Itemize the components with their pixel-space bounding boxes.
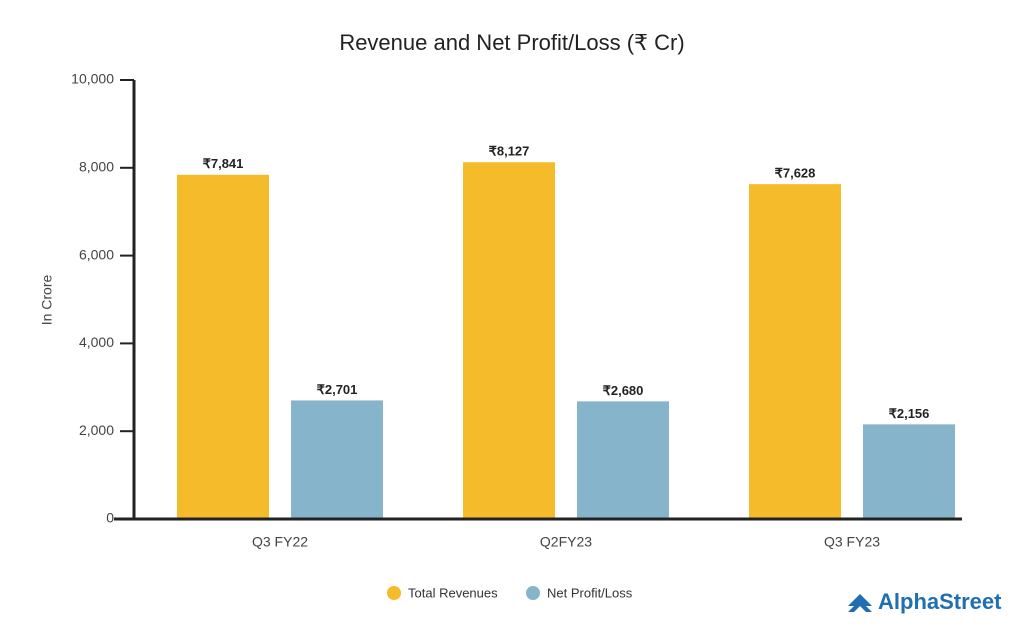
legend-label: Net Profit/Loss xyxy=(547,585,633,600)
bar xyxy=(291,400,383,519)
value-label: ₹2,156 xyxy=(889,406,930,421)
logo-text: AlphaStreet xyxy=(878,589,1002,614)
legend-swatch xyxy=(526,586,540,600)
value-label: ₹7,841 xyxy=(203,156,244,171)
value-label: ₹2,701 xyxy=(317,382,358,397)
legend-swatch xyxy=(387,586,401,600)
bar xyxy=(463,162,555,519)
y-tick-label: 2,000 xyxy=(79,422,114,438)
value-label: ₹8,127 xyxy=(489,144,530,159)
y-axis-label: In Crore xyxy=(39,275,55,326)
logo-icon xyxy=(848,594,872,612)
x-tick-label: Q3 FY22 xyxy=(252,534,308,550)
y-tick-label: 8,000 xyxy=(79,159,114,175)
y-tick-label: 10,000 xyxy=(71,71,114,87)
y-tick-label: 0 xyxy=(106,510,114,526)
bar xyxy=(177,174,269,520)
x-tick-label: Q3 FY23 xyxy=(824,534,880,550)
value-label: ₹2,680 xyxy=(603,383,644,398)
value-label: ₹7,628 xyxy=(775,166,816,181)
bar xyxy=(749,184,841,519)
y-tick-label: 6,000 xyxy=(79,246,114,262)
x-tick-label: Q2FY23 xyxy=(540,534,592,550)
logo: AlphaStreet xyxy=(848,589,1002,614)
bar xyxy=(863,424,955,519)
y-tick-label: 4,000 xyxy=(79,334,114,350)
legend-label: Total Revenues xyxy=(408,585,498,600)
bar xyxy=(577,401,669,519)
chart-title: Revenue and Net Profit/Loss (₹ Cr) xyxy=(339,30,684,55)
